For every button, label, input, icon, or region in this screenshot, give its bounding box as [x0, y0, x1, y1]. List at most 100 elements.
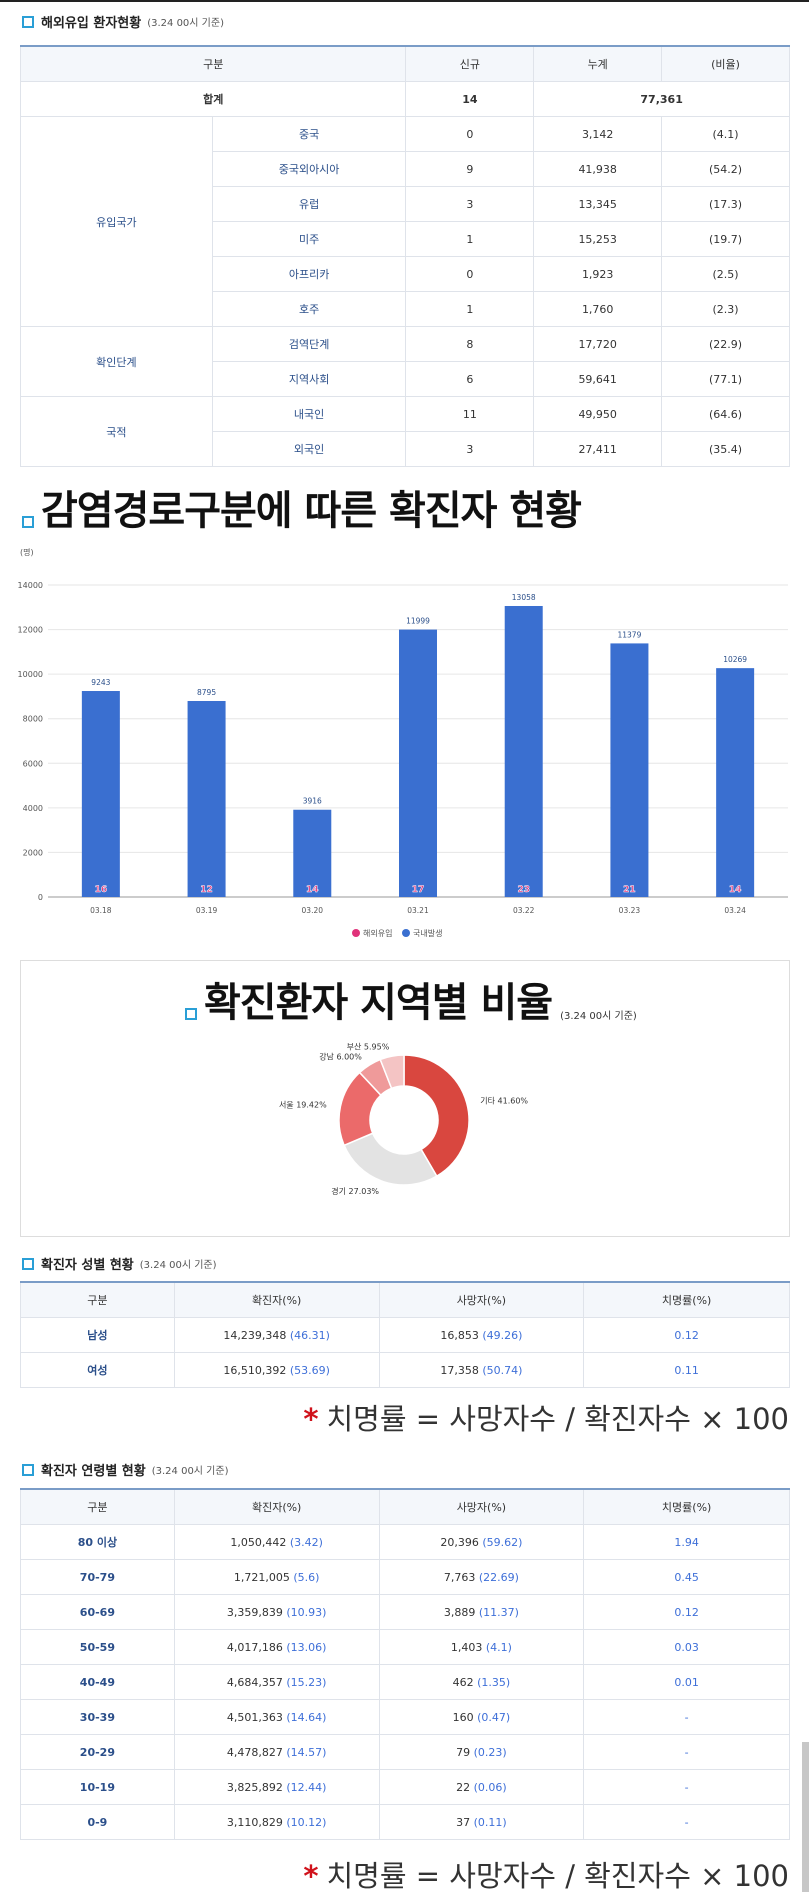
deaths-percent: (1.35): [477, 1675, 511, 1689]
row-label: 40-49: [20, 1664, 175, 1700]
cell-cases: 16,510,392 (53.69): [173, 1352, 380, 1388]
cell-cumulative: 41,938: [533, 151, 663, 187]
table-row: 여성 16,510,392 (53.69) 17,358 (50.74) 0.1…: [20, 1352, 790, 1388]
bar-domestic[interactable]: [399, 629, 437, 897]
table-row: 40-49 4,684,357 (15.23) 462 (1.35) 0.01: [20, 1664, 790, 1700]
deaths-percent: (50.74): [482, 1363, 523, 1377]
overseas-value-label: 14: [729, 885, 742, 895]
bar-value-label: 11379: [617, 630, 641, 639]
row-label: 중국: [211, 116, 407, 152]
cell-new: 1: [405, 291, 535, 327]
header-fatality: 치명률(%): [583, 1281, 790, 1318]
deaths-percent: (11.37): [478, 1605, 519, 1619]
table-row: 아프리카 0 1,923 (2.5): [21, 256, 790, 292]
cell-cases: 3,359,839 (10.93): [173, 1594, 380, 1630]
header-deaths: 사망자(%): [378, 1281, 585, 1318]
group-label: 확인단계: [20, 326, 213, 397]
cell-ratio: (19.7): [661, 221, 790, 257]
scrollbar-thumb[interactable]: [802, 1742, 809, 1892]
asterisk-icon: *: [303, 1402, 319, 1436]
square-bullet-icon: [22, 1257, 34, 1270]
header-cases: 확진자(%): [173, 1281, 380, 1318]
header-deaths: 사망자(%): [378, 1488, 585, 1525]
cases-percent: (3.42): [289, 1535, 323, 1549]
table-row: 유입국가 중국 0 3,142 (4.1): [20, 116, 790, 327]
total-cumulative: 77,361: [533, 81, 790, 117]
row-label: 유럽: [211, 186, 407, 222]
row-label: 여성: [20, 1352, 175, 1388]
donut-slice[interactable]: [379, 1054, 405, 1090]
x-tick-label: 03.22: [513, 906, 535, 915]
cell-cases: 4,478,827 (14.57): [173, 1734, 380, 1770]
cell-ratio: (54.2): [661, 151, 790, 187]
table-row: 유럽 3 13,345 (17.3): [21, 186, 790, 222]
cell-cases: 3,110,829 (10.12): [173, 1804, 380, 1840]
deaths-value: 7,763: [443, 1570, 476, 1584]
x-tick-label: 03.20: [302, 906, 324, 915]
cell-new: 11: [405, 396, 535, 432]
row-label: 60-69: [20, 1594, 175, 1630]
deaths-value: 17,358: [440, 1363, 479, 1377]
cell-fatality: 0.01: [583, 1664, 790, 1700]
overseas-value-label: 17: [412, 885, 425, 895]
cell-fatality: -: [583, 1734, 790, 1770]
age-title: 확진자 연령별 현황: [41, 1464, 146, 1479]
table-row: 국적 내국인 11 49,950 (64.6): [20, 396, 790, 467]
cases-value: 1,050,442: [230, 1535, 287, 1549]
deaths-percent: (22.69): [478, 1570, 519, 1584]
donut-slice[interactable]: [343, 1132, 438, 1186]
row-label: 50-59: [20, 1629, 175, 1665]
cell-cumulative: 59,641: [533, 361, 663, 397]
cell-deaths: 160 (0.47): [378, 1699, 585, 1735]
bar-domestic[interactable]: [293, 809, 332, 897]
cell-cases: 14,239,348 (46.31): [173, 1317, 380, 1353]
cell-new: 0: [405, 116, 535, 152]
row-label: 30-39: [20, 1699, 175, 1735]
bar-domestic[interactable]: [716, 668, 755, 897]
bar-value-label: 9243: [91, 678, 110, 687]
y-tick-label: 4000: [23, 804, 43, 813]
cell-ratio: (35.4): [661, 431, 790, 467]
deaths-value: 16,853: [440, 1328, 479, 1342]
deaths-value: 462: [452, 1675, 474, 1689]
cases-value: 3,825,892: [226, 1780, 283, 1794]
fatality-formula-note: * 치명률 = 사망자수 / 확진자수 × 100: [303, 1853, 789, 1895]
overseas-value-label: 23: [517, 885, 530, 895]
donut-slice[interactable]: [403, 1054, 470, 1178]
header-category: 구분: [19, 45, 407, 82]
overseas-value-label: 16: [95, 885, 108, 895]
cell-new: 8: [405, 326, 535, 362]
cell-cases: 1,050,442 (3.42): [173, 1524, 380, 1560]
cell-ratio: (17.3): [661, 186, 790, 222]
slice-label: 기타 41.60%: [480, 1096, 528, 1105]
deaths-percent: (0.11): [473, 1815, 507, 1829]
bar-domestic[interactable]: [504, 605, 543, 897]
y-tick-label: 14000: [18, 581, 43, 590]
square-bullet-icon: [22, 516, 34, 528]
x-tick-label: 03.21: [407, 906, 429, 915]
overseas-value-label: 14: [306, 885, 319, 895]
cell-cumulative: 49,950: [533, 396, 663, 432]
bar-domestic[interactable]: [187, 700, 226, 897]
row-label: 미주: [211, 221, 407, 257]
cell-fatality: 0.12: [583, 1594, 790, 1630]
deaths-percent: (0.47): [477, 1710, 511, 1724]
cases-value: 3,359,839: [226, 1605, 283, 1619]
region-subtitle: (3.24 00시 기준): [560, 1011, 637, 1022]
legend-label: 해외유입: [363, 928, 392, 938]
deaths-value: 20,396: [440, 1535, 479, 1549]
bar-domestic[interactable]: [610, 643, 649, 897]
cell-cumulative: 17,720: [533, 326, 663, 362]
row-label: 10-19: [20, 1769, 175, 1805]
cell-new: 1: [405, 221, 535, 257]
total-new: 14: [405, 81, 535, 117]
cell-ratio: (22.9): [661, 326, 790, 362]
region-panel: [20, 960, 790, 1237]
cell-deaths: 37 (0.11): [378, 1804, 585, 1840]
gender-table: 구분 확진자(%) 사망자(%) 치명률(%) 남성 14,239,348 (4…: [20, 1281, 790, 1388]
bar-domestic[interactable]: [81, 691, 120, 897]
overseas-value-label: 21: [623, 885, 636, 895]
header-category: 구분: [20, 1281, 175, 1318]
cell-ratio: (77.1): [661, 361, 790, 397]
y-tick-label: 2000: [23, 848, 43, 857]
